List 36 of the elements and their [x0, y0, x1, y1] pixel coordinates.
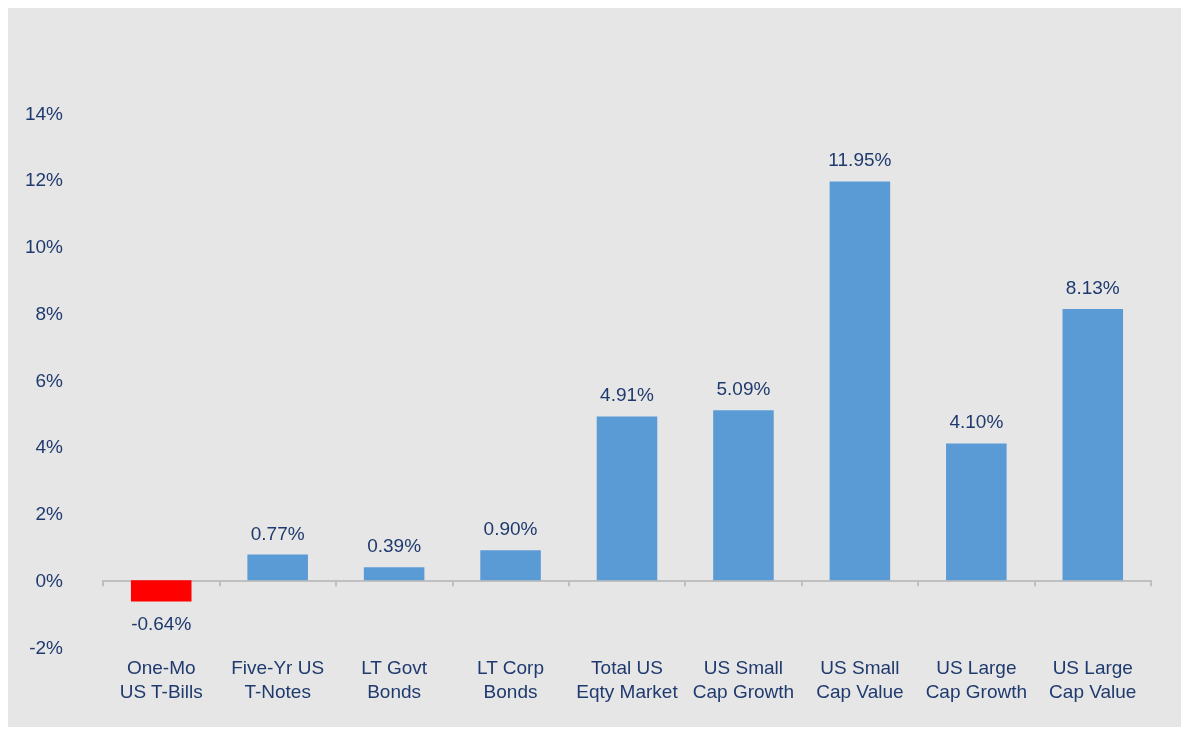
data-label: 0.39%: [367, 535, 422, 557]
y-tick-label: 0%: [35, 569, 64, 591]
x-tick-label: One-Mo US T-Bills: [119, 656, 203, 702]
bar: [1062, 308, 1124, 581]
bar: [130, 580, 192, 602]
y-tick-label: 4%: [35, 436, 64, 458]
bar: [946, 443, 1007, 581]
y-tick-label: 8%: [35, 302, 64, 324]
bar: [363, 567, 425, 581]
x-tick-label: Five-Yr US T-Notes: [231, 656, 325, 702]
x-tick-label: LT Govt Bonds: [361, 656, 428, 702]
bar: [247, 554, 308, 581]
y-tick-label: 12%: [24, 169, 64, 191]
y-tick-label: 10%: [24, 236, 64, 257]
x-tick-label: US Small Cap Growth: [692, 656, 795, 702]
data-label: -0.64%: [131, 612, 192, 634]
bar: [713, 410, 774, 581]
data-label: 4.10%: [949, 411, 1004, 433]
y-tick-label: 14%: [24, 102, 64, 124]
x-tick-label: US Large Cap Value: [1049, 656, 1137, 702]
data-label: 8.13%: [1065, 276, 1120, 298]
data-label: 5.09%: [716, 378, 771, 400]
bar: [480, 550, 541, 581]
data-label: 0.77%: [250, 522, 305, 544]
data-label: 11.95%: [828, 149, 892, 171]
x-tick-label: US Small Cap Value: [816, 656, 904, 702]
x-tick-label: Total US Eqty Market: [576, 656, 679, 702]
x-tick-label: LT Corp Bonds: [477, 656, 544, 702]
data-label: 0.90%: [483, 518, 538, 540]
y-tick-label: 6%: [35, 369, 64, 391]
data-label: 4.91%: [600, 384, 655, 406]
x-tick-label: US Large Cap Growth: [925, 656, 1028, 702]
bar: [596, 416, 658, 581]
y-tick-label: -2%: [29, 636, 64, 658]
y-tick-label: 2%: [35, 503, 64, 524]
bar: [829, 181, 891, 581]
